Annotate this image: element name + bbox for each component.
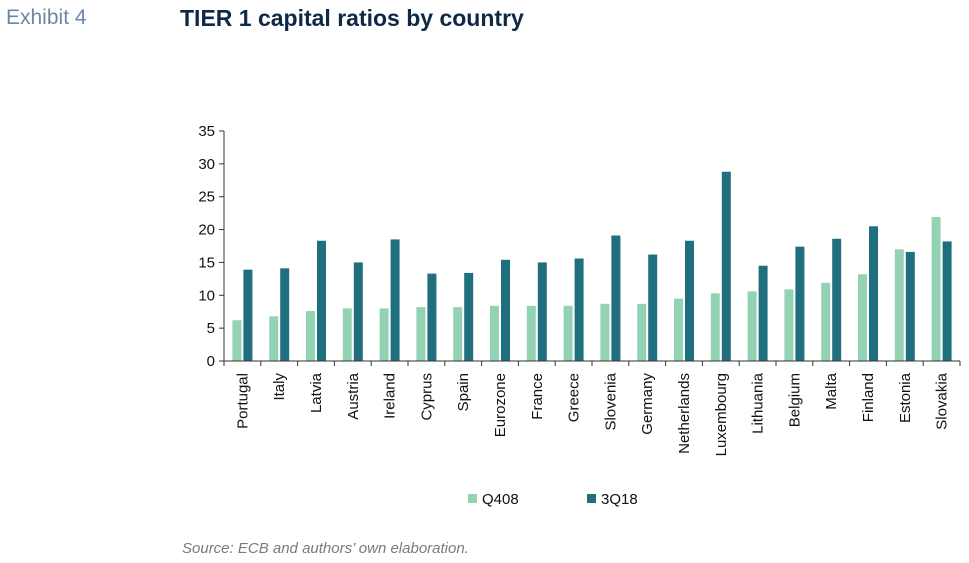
- bar-3q18-slovenia: [611, 235, 621, 361]
- bar-3q18-france: [537, 262, 547, 361]
- bar-q408-belgium: [784, 289, 794, 361]
- source-note: Source: ECB and authors’ own elaboration…: [182, 540, 469, 557]
- legend-label: 3Q18: [601, 491, 638, 508]
- chart-title: TIER 1 capital ratios by country: [180, 5, 524, 31]
- bar-3q18-italy: [280, 268, 290, 361]
- bar-3q18-slovakia: [942, 241, 952, 361]
- x-tick-label: Italy: [271, 373, 288, 401]
- y-tick-label: 30: [198, 156, 215, 173]
- y-tick-label: 5: [207, 320, 215, 337]
- bar-3q18-netherlands: [685, 240, 694, 361]
- y-tick-label: 35: [198, 123, 215, 140]
- bar-q408-malta: [821, 282, 831, 361]
- x-tick-label: Slovakia: [934, 372, 951, 429]
- bar-3q18-lithuania: [758, 265, 768, 361]
- legend-swatch-3q18: [587, 494, 596, 503]
- bar-q408-italy: [269, 316, 279, 361]
- bar-series: [232, 171, 952, 361]
- y-tick-label: 0: [207, 353, 215, 370]
- y-axis: 0 5 10 15 20 25 30 35: [198, 123, 225, 370]
- bar-q408-austria: [342, 308, 352, 361]
- x-tick-label: Portugal: [234, 373, 251, 429]
- x-tick-label: Malta: [823, 372, 840, 409]
- x-tick-label: Estonia: [897, 372, 914, 423]
- x-tick-label: Eurozone: [492, 373, 509, 437]
- y-tick-label: 15: [198, 254, 215, 271]
- x-tick-label: Cyprus: [418, 373, 435, 421]
- y-tick-label: 20: [198, 222, 215, 239]
- bar-q408-slovakia: [931, 217, 941, 361]
- y-tick-label: 25: [198, 189, 215, 206]
- x-tick-label: Germany: [639, 373, 656, 435]
- x-tick-label: Austria: [345, 372, 362, 419]
- x-tick-label: Belgium: [786, 373, 803, 427]
- x-axis: Portugal Italy Latvia Austria Ireland Cyprus S…: [223, 360, 961, 456]
- bar-q408-luxembourg: [710, 293, 720, 361]
- bar-q408-portugal: [232, 320, 242, 361]
- bar-q408-germany: [637, 303, 647, 361]
- bar-q408-eurozone: [490, 305, 499, 361]
- bar-q408-lithuania: [747, 291, 757, 361]
- bar-3q18-latvia: [317, 240, 326, 361]
- x-tick-label: Luxembourg: [713, 373, 730, 456]
- bar-q408-france: [526, 305, 536, 361]
- x-tick-label: Spain: [455, 373, 472, 411]
- bar-3q18-luxembourg: [721, 171, 731, 361]
- bar-3q18-spain: [464, 272, 474, 361]
- x-tick-label: France: [529, 373, 546, 420]
- exhibit-label: Exhibit 4: [6, 6, 87, 29]
- bar-3q18-germany: [648, 254, 658, 361]
- bar-q408-netherlands: [674, 298, 683, 361]
- bar-q408-cyprus: [416, 307, 426, 361]
- x-tick-label: Latvia: [308, 372, 325, 413]
- bar-3q18-eurozone: [501, 259, 510, 361]
- bar-3q18-austria: [353, 262, 363, 361]
- bar-3q18-ireland: [390, 239, 400, 361]
- bar-3q18-finland: [869, 226, 878, 361]
- bar-q408-spain: [453, 307, 463, 361]
- legend-swatch-q408: [468, 494, 477, 503]
- bar-3q18-malta: [832, 238, 842, 361]
- bar-q408-ireland: [379, 308, 389, 361]
- bar-q408-greece: [563, 305, 573, 361]
- bar-3q18-belgium: [795, 246, 805, 361]
- bar-3q18-estonia: [905, 251, 915, 361]
- legend: Q408 3Q18: [468, 491, 638, 508]
- bar-q408-estonia: [894, 249, 904, 361]
- bar-q408-finland: [858, 274, 867, 361]
- bar-q408-latvia: [306, 311, 315, 361]
- x-tick-label: Lithuania: [750, 372, 767, 434]
- bar-3q18-cyprus: [427, 273, 437, 361]
- legend-label: Q408: [482, 491, 519, 508]
- bar-q408-slovenia: [600, 303, 610, 361]
- bar-3q18-greece: [574, 258, 584, 361]
- bar-3q18-portugal: [243, 269, 253, 361]
- x-tick-label: Slovenia: [602, 372, 619, 430]
- y-tick-label: 10: [198, 287, 215, 304]
- x-tick-label: Ireland: [382, 373, 399, 419]
- x-tick-label: Greece: [566, 373, 583, 422]
- x-tick-label: Finland: [860, 373, 877, 422]
- x-tick-label: Netherlands: [676, 373, 693, 454]
